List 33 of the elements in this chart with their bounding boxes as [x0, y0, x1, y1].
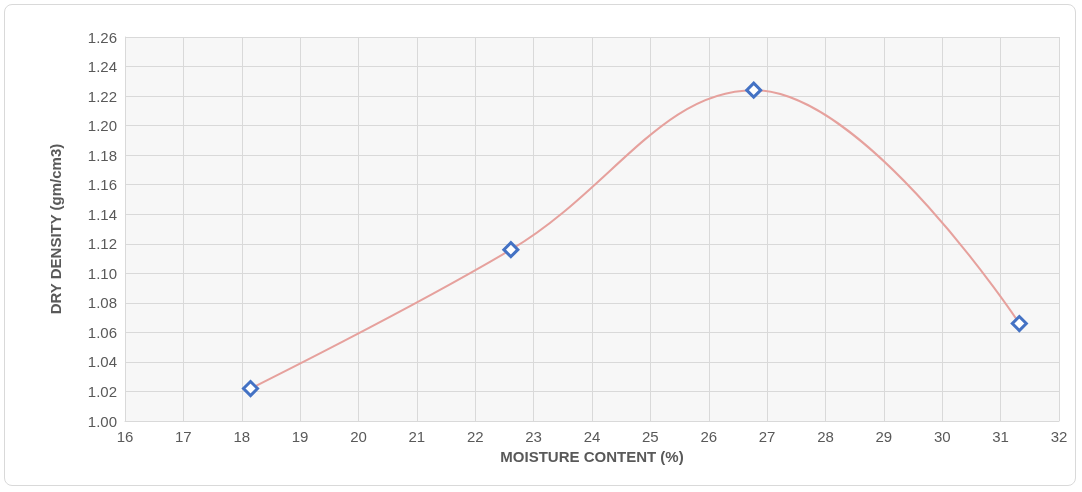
y-tick-label: 1.06 [87, 323, 117, 341]
y-tick-label: 1.16 [87, 176, 117, 194]
y-tick-label: 1.24 [87, 58, 117, 76]
x-tick-label: 28 [817, 428, 834, 445]
x-tick-label: 18 [233, 428, 251, 445]
x-tick-label: 20 [350, 428, 367, 445]
x-tick-label: 23 [525, 428, 542, 445]
y-tick-label: 1.08 [87, 294, 117, 312]
x-tick-label: 27 [758, 428, 776, 445]
x-tick-label: 29 [875, 428, 893, 445]
x-tick-label: 22 [466, 428, 484, 445]
y-tick-label: 1.22 [87, 87, 117, 105]
x-tick-label: 31 [992, 428, 1009, 445]
y-tick-label: 1.10 [87, 264, 117, 282]
y-tick-label: 1.14 [87, 205, 117, 223]
x-tick-label: 30 [933, 428, 951, 445]
y-tick-label: 1.02 [87, 382, 117, 400]
y-tick-label: 1.12 [87, 235, 117, 253]
y-tick-label: 1.20 [87, 117, 117, 135]
x-tick-label: 26 [700, 428, 718, 445]
x-tick-label: 21 [408, 428, 426, 445]
x-tick-label: 25 [642, 428, 659, 445]
x-tick-label: 16 [116, 428, 134, 445]
x-tick-label: 17 [175, 428, 192, 445]
y-tick-label: 1.04 [87, 353, 117, 371]
y-axis-title: DRY DENSITY (gm/cm3) [47, 143, 64, 315]
y-tick-label: 1.00 [87, 412, 117, 430]
x-tick-label: 32 [1050, 428, 1068, 445]
x-axis-title: MOISTURE CONTENT (%) [500, 448, 684, 465]
y-tick-label: 1.26 [87, 28, 117, 46]
y-tick-label: 1.18 [87, 146, 117, 164]
x-tick-label: 19 [291, 428, 309, 445]
x-tick-label: 24 [583, 428, 601, 445]
